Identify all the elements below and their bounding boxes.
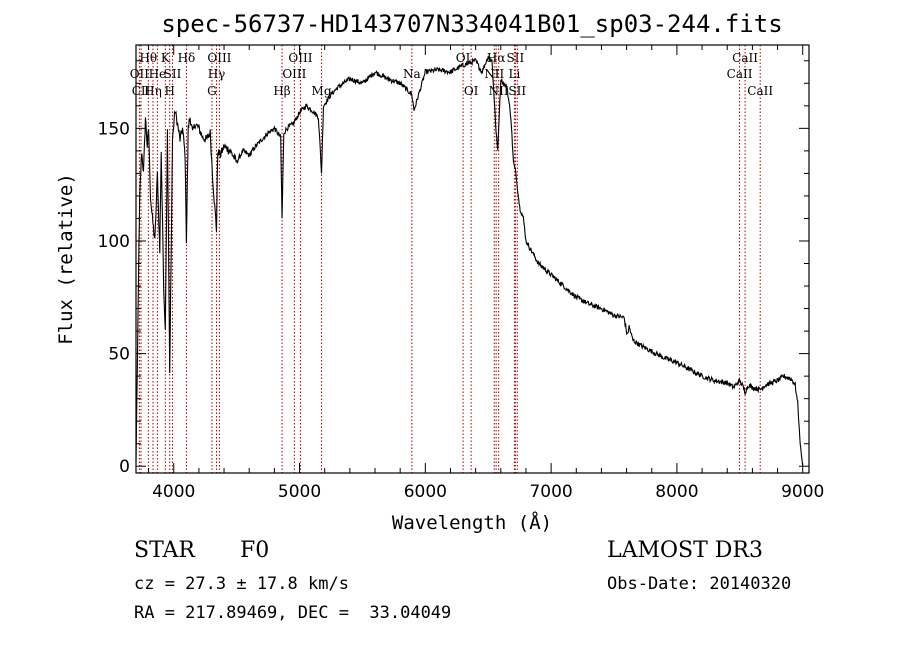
- y-axis-label: Flux (relative): [55, 173, 77, 345]
- line-marker-label: CaII: [727, 67, 753, 81]
- x-tick-label: 6000: [404, 482, 447, 502]
- line-marker-label: Mg: [312, 84, 332, 98]
- chart-title: spec-56737-HD143707N334041B01_sp03-244.f…: [161, 10, 782, 38]
- line-marker-label: OI: [464, 84, 479, 98]
- y-tick-label: 100: [98, 232, 130, 252]
- line-marker-label: CaII: [747, 84, 773, 98]
- y-tick-label: 50: [108, 345, 130, 365]
- line-marker-label: Na: [403, 67, 421, 81]
- line-marker-label: H: [164, 84, 174, 98]
- x-tick-label: 8000: [655, 482, 698, 502]
- line-marker-label: G: [207, 84, 217, 98]
- line-marker-label: Hη: [144, 84, 162, 98]
- line-marker-label: Hα: [487, 51, 506, 65]
- redshift-text: cz = 27.3 ± 17.8 km/s: [134, 574, 349, 594]
- coordinates-text: RA = 217.89469, DEC = 33.04049: [134, 603, 452, 623]
- obs-date-text: Obs-Date: 20140320: [607, 574, 792, 594]
- line-marker-label: Hβ: [273, 84, 290, 98]
- x-tick-label: 5000: [278, 482, 321, 502]
- line-marker-label: He: [149, 67, 167, 81]
- survey-name: LAMOST DR3: [607, 538, 763, 563]
- line-marker-label: OII: [130, 67, 150, 81]
- x-tick-label: 9000: [781, 482, 824, 502]
- plot-frame: [135, 44, 810, 474]
- x-tick-label: 4000: [152, 482, 195, 502]
- line-marker-label: OI: [456, 51, 471, 65]
- x-tick-label: 7000: [529, 482, 572, 502]
- line-marker-label: OIII: [288, 51, 312, 65]
- line-marker-label: CaII: [732, 51, 758, 65]
- y-tick-label: 150: [98, 119, 130, 139]
- line-marker-label: NII: [484, 67, 504, 81]
- axis-ticks: 4000 5000 6000 7000 8000 9000 0 50 100 150: [98, 45, 824, 502]
- line-marker-label: Li: [508, 67, 520, 81]
- x-axis-label: Wavelength (Å): [392, 511, 552, 534]
- line-marker-label: K: [161, 51, 171, 65]
- flux-series-line: [135, 56, 804, 467]
- line-marker-label: SII: [164, 67, 182, 81]
- line-marker-label: SII: [507, 51, 525, 65]
- line-marker-label: Hγ: [208, 67, 226, 81]
- object-subclass: F0: [240, 538, 270, 563]
- object-class: STAR: [134, 538, 195, 563]
- y-tick-label: 0: [119, 457, 130, 477]
- line-marker-label: Hθ: [139, 51, 157, 65]
- line-marker-label: SII: [508, 84, 526, 98]
- line-marker-label: Hδ: [178, 51, 196, 65]
- line-marker-label: OIII: [207, 51, 231, 65]
- line-marker-label: OIII: [282, 67, 306, 81]
